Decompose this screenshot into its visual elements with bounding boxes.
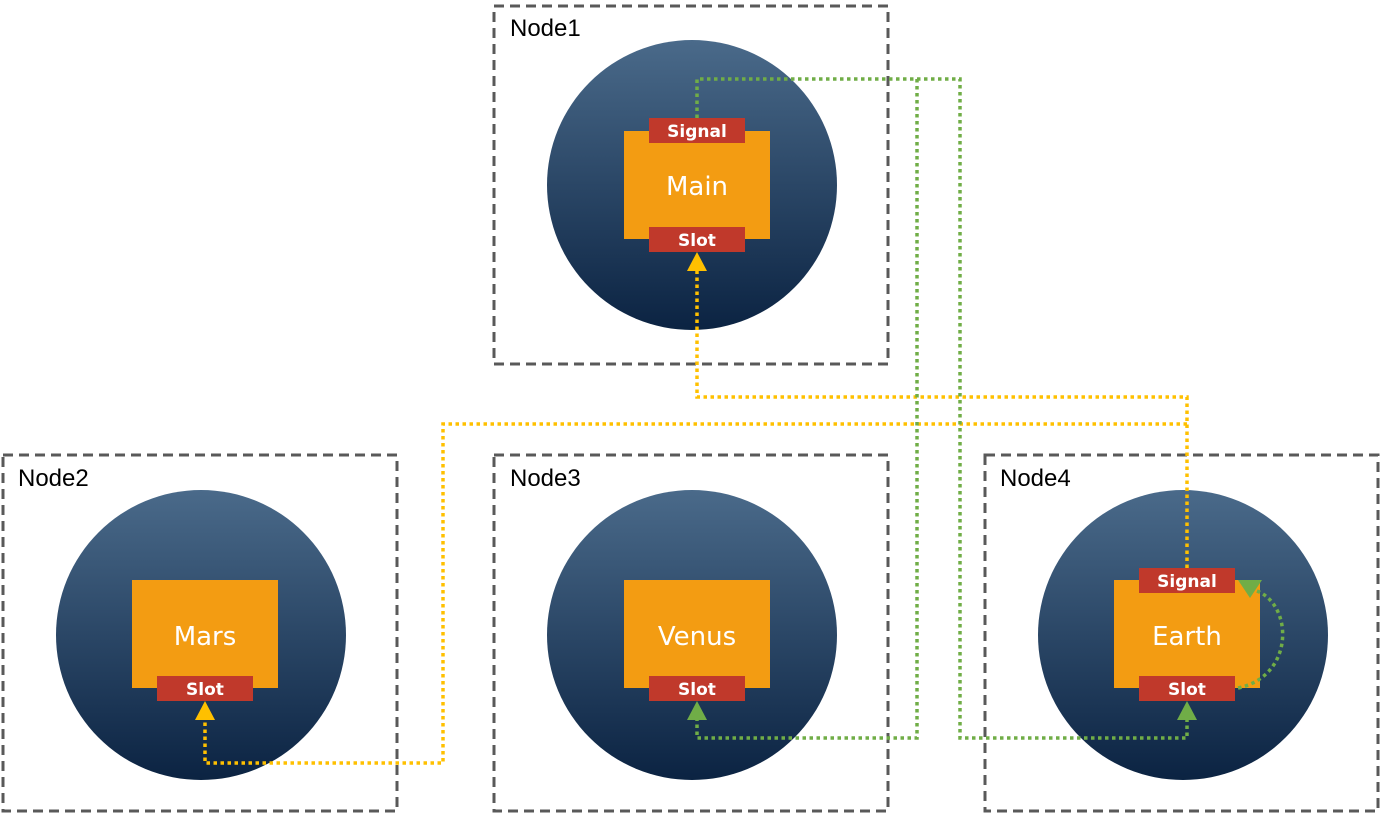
link-main-signal-to-venus-slot — [695, 77, 919, 740]
mars-slot-label: Slot — [186, 680, 224, 700]
mars-label: Mars — [174, 622, 237, 652]
node4-frame — [983, 453, 1380, 813]
earth-signal-label: Signal — [1157, 572, 1217, 592]
mars-component — [132, 580, 278, 688]
node3-label: Node3 — [510, 465, 581, 492]
main-signal-label: Signal — [667, 122, 727, 142]
link-earth-signal-to-main-slot — [695, 270, 1189, 568]
node1-frame — [492, 4, 890, 366]
earth-signal-arrowhead — [1238, 580, 1262, 598]
earth-slot-arrowhead — [1177, 701, 1197, 720]
node2-frame — [1, 453, 399, 813]
venus-slot-arrowhead — [687, 701, 707, 720]
main-label: Main — [666, 172, 728, 202]
venus-component — [624, 580, 770, 688]
earth-slot-label: Slot — [1168, 680, 1206, 700]
node2-label: Node2 — [18, 465, 89, 492]
node1-label: Node1 — [510, 15, 581, 42]
mars-slot-port — [157, 676, 253, 701]
main-slot-label: Slot — [678, 231, 716, 251]
venus-label: Venus — [658, 622, 736, 652]
earth-signal-port — [1139, 568, 1235, 593]
main-signal-port — [649, 118, 745, 143]
earth-slot-port — [1139, 676, 1235, 701]
link-main-signal-to-earth-slot — [917, 77, 1189, 740]
main-slot-arrowhead — [687, 252, 707, 271]
mars-slot-arrowhead — [195, 701, 215, 720]
main-component — [624, 131, 770, 239]
main-slot-port — [649, 227, 745, 252]
node4-label: Node4 — [1000, 465, 1071, 492]
venus-slot-port — [649, 676, 745, 701]
node3-frame — [492, 453, 890, 813]
venus-slot-label: Slot — [678, 680, 716, 700]
earth-component — [1114, 580, 1260, 688]
earth-label: Earth — [1152, 622, 1222, 652]
